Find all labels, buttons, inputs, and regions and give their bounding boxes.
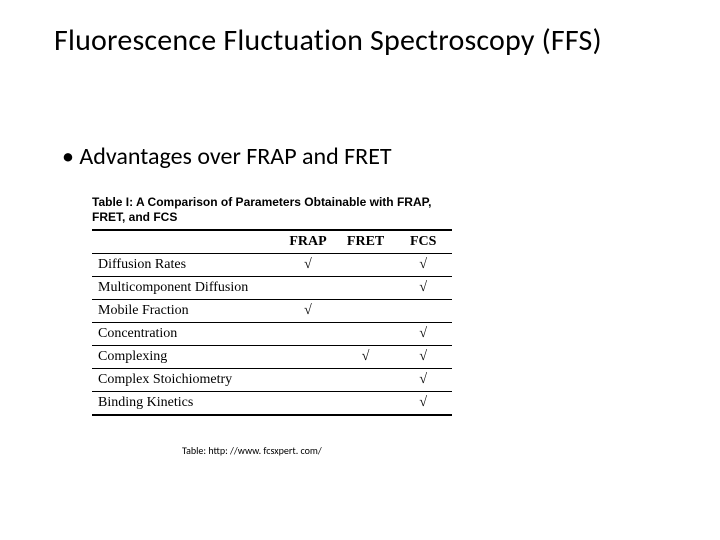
- slide: Fluorescence Fluctuation Spectroscopy (F…: [0, 0, 720, 540]
- cell-fcs: √: [394, 369, 452, 392]
- row-label: Mobile Fraction: [92, 300, 279, 323]
- row-label: Binding Kinetics: [92, 392, 279, 416]
- row-label: Diffusion Rates: [92, 254, 279, 277]
- cell-fcs: √: [394, 254, 452, 277]
- cell-frap: [279, 369, 337, 392]
- cell-frap: [279, 346, 337, 369]
- table-row: Binding Kinetics √: [92, 392, 452, 416]
- table-row: Complex Stoichiometry √: [92, 369, 452, 392]
- table-row: Complexing √ √: [92, 346, 452, 369]
- page-title: Fluorescence Fluctuation Spectroscopy (F…: [54, 22, 602, 59]
- cell-fret: [337, 392, 395, 416]
- cell-fret: [337, 369, 395, 392]
- cell-frap: √: [279, 300, 337, 323]
- cell-fcs: √: [394, 392, 452, 416]
- cell-fcs: [394, 300, 452, 323]
- cell-fret: [337, 323, 395, 346]
- cell-fcs: √: [394, 277, 452, 300]
- cell-frap: √: [279, 254, 337, 277]
- table-row: Mobile Fraction √: [92, 300, 452, 323]
- bullet-advantages: Advantages over FRAP and FRET: [62, 142, 392, 171]
- table-source: Table: http: //www. fcsxpert. com/: [182, 444, 322, 457]
- table-row: Concentration √: [92, 323, 452, 346]
- row-label: Complex Stoichiometry: [92, 369, 279, 392]
- cell-frap: [279, 392, 337, 416]
- table-caption: Table I: A Comparison of Parameters Obta…: [92, 195, 452, 225]
- col-frap: FRAP: [279, 230, 337, 254]
- comparison-table-wrap: Table I: A Comparison of Parameters Obta…: [92, 195, 452, 416]
- cell-fret: [337, 254, 395, 277]
- row-label: Complexing: [92, 346, 279, 369]
- table-row: Diffusion Rates √ √: [92, 254, 452, 277]
- cell-fcs: √: [394, 323, 452, 346]
- row-label: Multicomponent Diffusion: [92, 277, 279, 300]
- col-fcs: FCS: [394, 230, 452, 254]
- table-header-row: FRAP FRET FCS: [92, 230, 452, 254]
- cell-fret: [337, 300, 395, 323]
- cell-fret: √: [337, 346, 395, 369]
- cell-fret: [337, 277, 395, 300]
- comparison-table: FRAP FRET FCS Diffusion Rates √ √ Multic…: [92, 229, 452, 416]
- cell-frap: [279, 277, 337, 300]
- col-fret: FRET: [337, 230, 395, 254]
- cell-frap: [279, 323, 337, 346]
- cell-fcs: √: [394, 346, 452, 369]
- row-label: Concentration: [92, 323, 279, 346]
- table-row: Multicomponent Diffusion √: [92, 277, 452, 300]
- col-blank: [92, 230, 279, 254]
